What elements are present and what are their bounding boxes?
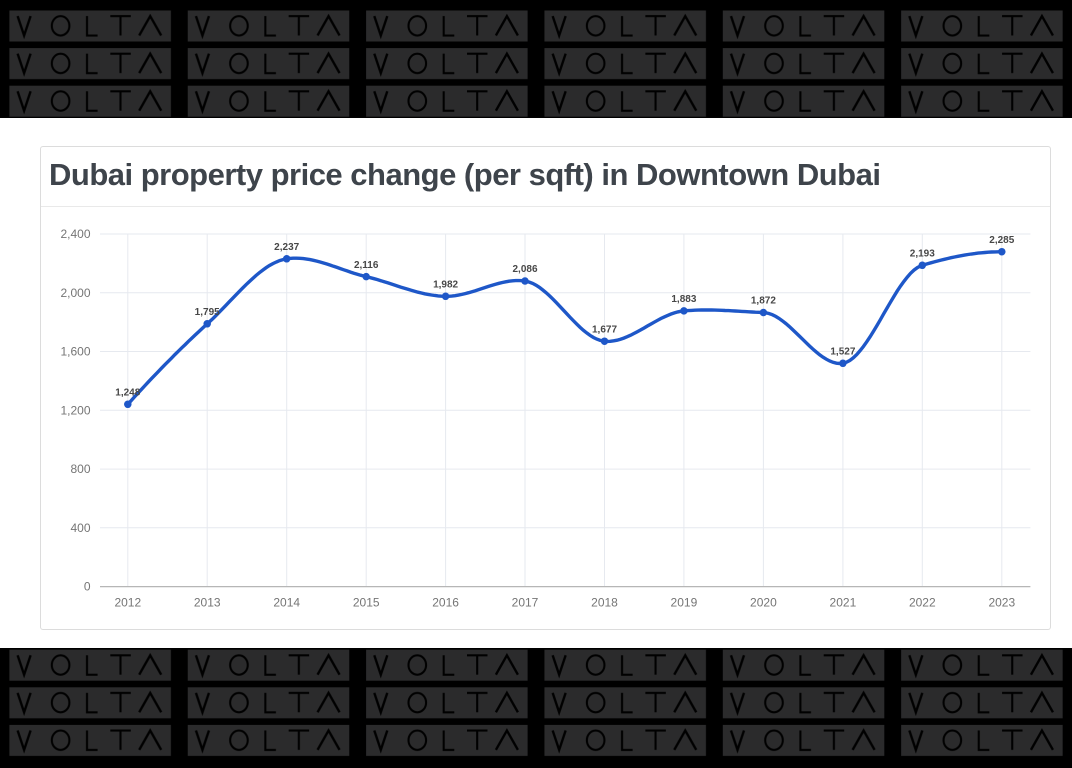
svg-text:2018: 2018 <box>591 596 618 610</box>
svg-text:1,248: 1,248 <box>115 388 140 399</box>
svg-text:1,795: 1,795 <box>195 307 220 318</box>
svg-text:2016: 2016 <box>432 596 459 610</box>
svg-text:1,200: 1,200 <box>60 403 90 417</box>
svg-text:2019: 2019 <box>671 596 698 610</box>
svg-text:2,237: 2,237 <box>274 242 299 253</box>
svg-text:1,982: 1,982 <box>433 280 458 291</box>
svg-text:2020: 2020 <box>750 596 777 610</box>
svg-text:1,883: 1,883 <box>671 294 696 305</box>
svg-text:2023: 2023 <box>988 596 1015 610</box>
svg-text:2,285: 2,285 <box>989 235 1014 246</box>
svg-text:2,193: 2,193 <box>910 249 935 260</box>
svg-text:0: 0 <box>84 580 91 594</box>
svg-text:2015: 2015 <box>353 596 380 610</box>
svg-text:800: 800 <box>70 462 90 476</box>
svg-text:2021: 2021 <box>830 596 857 610</box>
svg-text:400: 400 <box>70 521 90 535</box>
svg-text:1,677: 1,677 <box>592 324 617 335</box>
svg-text:2013: 2013 <box>194 596 221 610</box>
svg-text:2,400: 2,400 <box>60 227 90 241</box>
svg-text:2,116: 2,116 <box>354 260 379 271</box>
svg-text:1,527: 1,527 <box>830 347 855 358</box>
svg-text:2014: 2014 <box>273 596 300 610</box>
svg-text:2,000: 2,000 <box>60 286 90 300</box>
svg-text:1,600: 1,600 <box>60 345 90 359</box>
svg-text:1,872: 1,872 <box>751 296 776 307</box>
svg-text:2,086: 2,086 <box>512 264 537 275</box>
svg-text:2012: 2012 <box>114 596 141 610</box>
svg-text:2022: 2022 <box>909 596 936 610</box>
svg-text:2017: 2017 <box>512 596 539 610</box>
